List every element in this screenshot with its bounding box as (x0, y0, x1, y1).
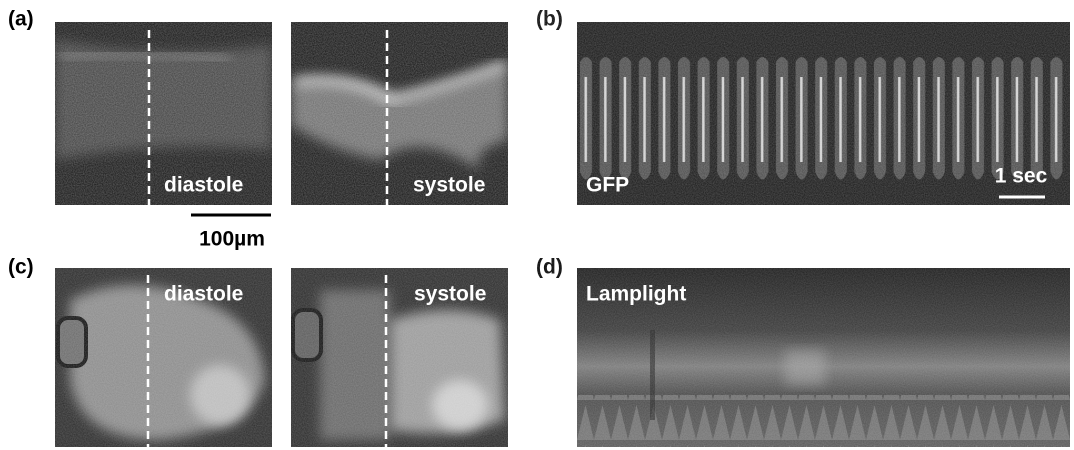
scale-label: 1 sec (995, 165, 1048, 188)
caption: Lamplight (586, 283, 686, 306)
scale-label: 100µm (199, 228, 265, 251)
caption: GFP (586, 174, 629, 197)
panel-label: (a) (8, 8, 34, 31)
panel-label: (b) (536, 8, 563, 31)
panel-label: (d) (536, 256, 563, 279)
caption: systole (414, 283, 486, 306)
figure: (a) (b) (c) (d) diastole systole 100µm G… (0, 0, 1074, 450)
caption: diastole (164, 283, 243, 306)
caption: diastole (164, 174, 243, 197)
caption: systole (413, 174, 485, 197)
panel-label: (c) (8, 256, 34, 279)
